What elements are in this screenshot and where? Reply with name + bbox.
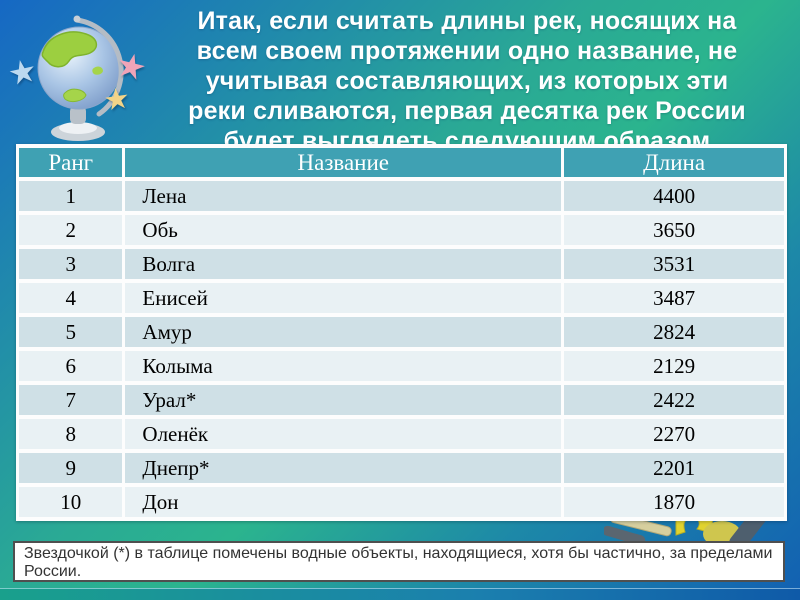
rank-cell: 6 (19, 351, 123, 381)
table-row: 8 Оленёк 2270 (19, 419, 784, 449)
rank-cell: 4 (19, 283, 123, 313)
rank-cell: 3 (19, 249, 123, 279)
river-name-cell: Оленёк (125, 419, 562, 449)
rivers-table: Ранг Название Длина 1 Лена 4400 2 Обь 3650 3… (16, 144, 787, 521)
length-cell: 2824 (564, 317, 784, 347)
table-row: 5 Амур 2824 (19, 317, 784, 347)
column-header-name: Название (125, 148, 562, 177)
river-name-cell: Амур (125, 317, 562, 347)
slide-bottom-edge (0, 588, 800, 600)
slide-title: Итак, если считать длины рек, носящих на… (138, 6, 796, 156)
title-line: всем своем протяжении одно название, не (196, 37, 738, 65)
table-row: 9 Днепр* 2201 (19, 453, 784, 483)
table-row: 1 Лена 4400 (19, 181, 784, 211)
title-line: реки сливаются, первая десятка рек Росси… (188, 97, 746, 125)
length-cell: 3487 (564, 283, 784, 313)
river-name-cell: Волга (125, 249, 562, 279)
length-cell: 2201 (564, 453, 784, 483)
rank-cell: 7 (19, 385, 123, 415)
river-name-cell: Лена (125, 181, 562, 211)
length-cell: 3650 (564, 215, 784, 245)
rank-cell: 1 (19, 181, 123, 211)
table-row: 4 Енисей 3487 (19, 283, 784, 313)
column-header-rank: Ранг (19, 148, 123, 177)
table-header-row: Ранг Название Длина (19, 148, 784, 177)
table-row: 6 Колыма 2129 (19, 351, 784, 381)
length-cell: 2270 (564, 419, 784, 449)
river-name-cell: Енисей (125, 283, 562, 313)
table-row: 2 Обь 3650 (19, 215, 784, 245)
star-icon: ★ (4, 51, 41, 93)
rank-cell: 9 (19, 453, 123, 483)
river-name-cell: Дон (125, 487, 562, 517)
length-cell: 2422 (564, 385, 784, 415)
table-row: 10 Дон 1870 (19, 487, 784, 517)
river-name-cell: Обь (125, 215, 562, 245)
rank-cell: 5 (19, 317, 123, 347)
globe-icon (37, 15, 124, 141)
title-line: учитывая составляющих, из которых эти (205, 67, 729, 95)
table-row: 7 Урал* 2422 (19, 385, 784, 415)
rank-cell: 8 (19, 419, 123, 449)
star-icon: ★ (101, 82, 133, 118)
footnote-text: Звездочкой (*) в таблице помечены водные… (24, 545, 773, 580)
river-name-cell: Колыма (125, 351, 562, 381)
rank-cell: 2 (19, 215, 123, 245)
globe-with-stars-icon: ★ ★ ★ (4, 6, 156, 154)
river-name-cell: Урал* (125, 385, 562, 415)
column-header-length: Длина (564, 148, 784, 177)
length-cell: 2129 (564, 351, 784, 381)
length-cell: 1870 (564, 487, 784, 517)
length-cell: 3531 (564, 249, 784, 279)
rank-cell: 10 (19, 487, 123, 517)
length-cell: 4400 (564, 181, 784, 211)
footnote-box: Звездочкой (*) в таблице помечены водные… (13, 541, 785, 582)
table-row: 3 Волга 3531 (19, 249, 784, 279)
title-line: Итак, если считать длины рек, носящих на (197, 7, 737, 35)
river-name-cell: Днепр* (125, 453, 562, 483)
